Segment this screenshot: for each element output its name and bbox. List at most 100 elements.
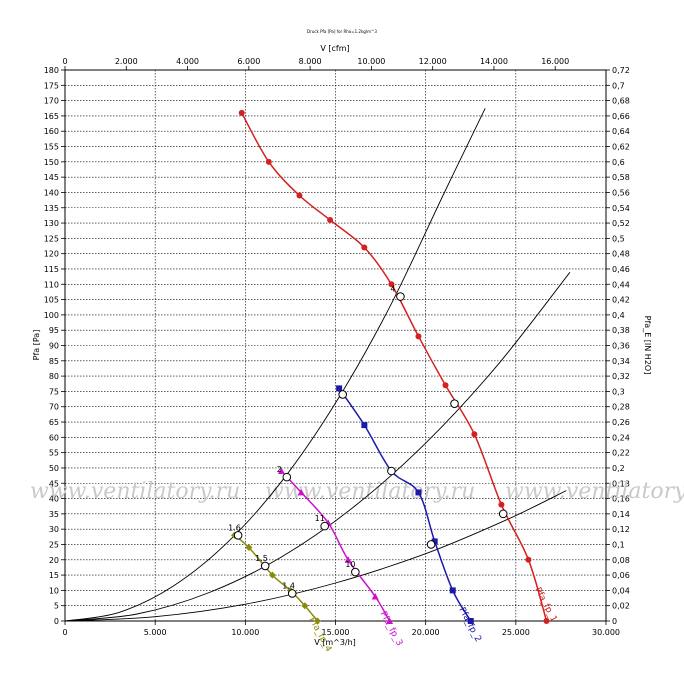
y2-tick-label: 0,22 bbox=[612, 449, 630, 458]
y-tick-label: 20 bbox=[49, 556, 59, 565]
y2-tick-label: 0,06 bbox=[612, 571, 630, 580]
y2-tick-label: 0,72 bbox=[612, 66, 630, 75]
y-tick-label: 170 bbox=[44, 97, 59, 106]
fan-curve-marker bbox=[296, 192, 303, 199]
fan-curve-marker bbox=[467, 618, 474, 624]
fan-curve-marker bbox=[361, 422, 368, 429]
operating-point bbox=[426, 540, 436, 549]
y2-tick-label: 0,34 bbox=[612, 357, 630, 366]
fan-curve-marker bbox=[415, 333, 422, 340]
y-tick-label: 130 bbox=[44, 219, 59, 228]
operating-point-label: 11 bbox=[315, 514, 325, 523]
fan-curve-marker bbox=[336, 385, 343, 392]
y2-tick-label: 0,52 bbox=[612, 219, 630, 228]
fan-curve-marker bbox=[471, 431, 478, 438]
y2-tick-label: 0,3 bbox=[612, 387, 625, 396]
operating-point bbox=[320, 521, 329, 531]
system-curve bbox=[64, 490, 567, 622]
y-tick-label: 175 bbox=[44, 81, 59, 90]
x-tick-label: 25.000 bbox=[502, 628, 530, 637]
y2-tick-label: 0,2 bbox=[612, 464, 625, 473]
y-tick-label: 155 bbox=[44, 143, 59, 152]
y2-tick-label: 0,7 bbox=[612, 81, 625, 90]
fan-curve-marker bbox=[525, 556, 532, 563]
operating-point bbox=[351, 567, 360, 577]
operating-point-label: 1.4 bbox=[282, 581, 295, 590]
operating-point-label: 1.5 bbox=[255, 554, 268, 563]
y2-tick-label: 0,66 bbox=[612, 112, 630, 121]
y2-tick-label: 0,32 bbox=[612, 372, 630, 381]
y-tick-label: 85 bbox=[49, 357, 59, 366]
operating-point-label: 2 bbox=[277, 465, 282, 474]
y-tick-label: 15 bbox=[49, 571, 59, 580]
y2-tick-label: 0,02 bbox=[612, 602, 630, 611]
gridlines bbox=[65, 70, 606, 621]
y-tick-label: 120 bbox=[44, 250, 59, 259]
y-tick-label: 180 bbox=[44, 66, 59, 75]
y-tick-label: 0 bbox=[54, 617, 59, 626]
x2-tick-label: 16.000 bbox=[541, 57, 569, 66]
x2-tick-label: 14.000 bbox=[480, 57, 508, 66]
operating-point bbox=[338, 390, 348, 399]
operating-point bbox=[387, 466, 396, 476]
fan-curve-marker bbox=[431, 538, 438, 545]
operating-point bbox=[260, 561, 270, 571]
x2-tick-label: 12.000 bbox=[419, 57, 447, 66]
fan-curve-marker bbox=[313, 617, 321, 625]
x-tick-label: 15.000 bbox=[322, 628, 350, 637]
y-tick-label: 65 bbox=[49, 418, 59, 427]
x-tick-label: 0 bbox=[62, 628, 67, 637]
y2-tick-label: 0,48 bbox=[612, 250, 630, 259]
x-axis-top: 0 2.000 4.000 6.000 8.000 10.000 12.000 14.000 1… bbox=[62, 57, 569, 70]
system-curves bbox=[64, 108, 571, 622]
fan-curve-marker bbox=[245, 544, 253, 552]
fan-curves bbox=[231, 109, 550, 625]
chart-title: Druck Pfa [Pa] for Rho=1.2kg/m^3 bbox=[307, 29, 377, 34]
y-tick-label: 90 bbox=[49, 342, 59, 351]
y-tick-label: 80 bbox=[49, 372, 59, 381]
y-tick-label: 35 bbox=[49, 510, 59, 519]
x2-tick-label: 4.000 bbox=[176, 57, 199, 66]
y2-tick-label: 0,18 bbox=[612, 479, 630, 488]
y-tick-label: 70 bbox=[49, 403, 59, 412]
y-axis-left: 0 5 10 15 20 25 30 35 40 45 50 55 60 65 70 75 80 85 90 95 10… bbox=[44, 66, 65, 626]
fan-curve-marker bbox=[388, 281, 395, 288]
fan-curve-marker bbox=[371, 593, 379, 600]
y-tick-label: 105 bbox=[44, 296, 59, 305]
y2-tick-label: 0,1 bbox=[612, 540, 625, 549]
operating-point bbox=[498, 509, 508, 519]
fan-curve-marker bbox=[386, 617, 394, 624]
y-tick-label: 145 bbox=[44, 173, 59, 182]
x-axis-bottom: 0 5.000 10.000 15.000 20.000 25.000 30.000 bbox=[62, 621, 620, 637]
fan-curve-marker bbox=[442, 382, 449, 389]
fan-curve-marker bbox=[301, 602, 309, 610]
operating-point bbox=[233, 530, 243, 540]
watermark-text: www.ventilatory.ru bbox=[505, 479, 684, 504]
y-tick-label: 75 bbox=[49, 387, 59, 396]
fan-curve-marker bbox=[265, 158, 272, 165]
fan-curve-marker bbox=[498, 501, 505, 508]
y2-tick-label: 0,28 bbox=[612, 403, 630, 412]
fan-curve-marker bbox=[297, 488, 305, 496]
y2-tick-label: 0,56 bbox=[612, 188, 630, 197]
operating-point bbox=[282, 472, 292, 482]
x2-tick-label: 10.000 bbox=[357, 57, 385, 66]
watermark-layer: www.ventilatory.ru www.ventilatory.ru ww… bbox=[30, 479, 684, 504]
y-tick-label: 40 bbox=[49, 495, 59, 504]
y2-tick-label: 0,5 bbox=[612, 234, 625, 243]
system-curve bbox=[64, 272, 571, 622]
watermark-text: www.ventilatory.ru bbox=[30, 479, 240, 504]
operating-points: 4 2 11 10 1.6 1.5 1.4 bbox=[228, 285, 508, 598]
x2-tick-label: 6.000 bbox=[237, 57, 260, 66]
watermark-text: www.ventilatory.ru bbox=[265, 479, 475, 504]
y2-tick-label: 0,54 bbox=[612, 204, 630, 213]
y-tick-label: 135 bbox=[44, 204, 59, 213]
y2-tick-label: 0,68 bbox=[612, 97, 630, 106]
fan-curve-marker bbox=[361, 244, 368, 251]
x-tick-label: 30.000 bbox=[592, 628, 620, 637]
y2-tick-label: 0,08 bbox=[612, 556, 630, 565]
y-tick-label: 100 bbox=[44, 311, 59, 320]
y-tick-label: 10 bbox=[49, 586, 59, 595]
fan-curve-marker bbox=[543, 618, 550, 624]
